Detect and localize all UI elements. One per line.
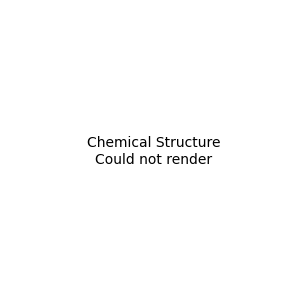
Text: Chemical Structure
Could not render: Chemical Structure Could not render bbox=[87, 136, 220, 166]
